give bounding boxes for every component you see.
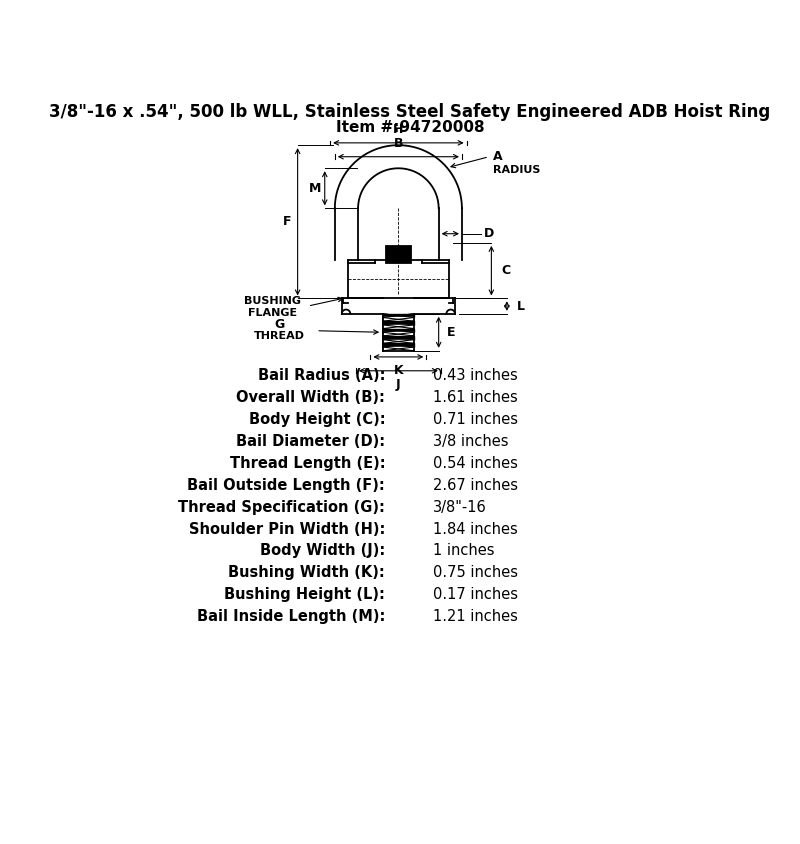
Text: THREAD: THREAD (254, 331, 306, 341)
Text: Body Width (J):: Body Width (J): (260, 544, 386, 559)
Text: Bushing Height (L):: Bushing Height (L): (224, 587, 386, 603)
Text: Item #:94720008: Item #:94720008 (336, 120, 484, 135)
Text: 3/8"-16: 3/8"-16 (434, 500, 487, 515)
Polygon shape (383, 339, 414, 344)
Text: Bail Inside Length (M):: Bail Inside Length (M): (197, 609, 386, 625)
Text: BUSHING: BUSHING (244, 295, 302, 306)
Text: 0.75 inches: 0.75 inches (434, 565, 518, 581)
Text: 1.61 inches: 1.61 inches (434, 390, 518, 405)
Text: A: A (493, 150, 502, 163)
Polygon shape (383, 347, 414, 351)
Text: 3/8"-16 x .54", 500 lb WLL, Stainless Steel Safety Engineered ADB Hoist Ring: 3/8"-16 x .54", 500 lb WLL, Stainless St… (50, 103, 770, 121)
Text: 0.17 inches: 0.17 inches (434, 587, 518, 603)
Text: 0.54 inches: 0.54 inches (434, 456, 518, 471)
Text: Overall Width (B):: Overall Width (B): (236, 390, 386, 405)
Text: Bushing Width (K):: Bushing Width (K): (229, 565, 386, 581)
Text: Bail Diameter (D):: Bail Diameter (D): (236, 434, 386, 449)
Text: J: J (396, 378, 401, 391)
Text: 1.84 inches: 1.84 inches (434, 522, 518, 537)
Polygon shape (383, 322, 414, 325)
Text: Bail Radius (A):: Bail Radius (A): (258, 368, 386, 383)
Text: C: C (502, 264, 510, 277)
Text: L: L (517, 300, 525, 312)
Text: Thread Length (E):: Thread Length (E): (230, 456, 386, 471)
Text: 0.43 inches: 0.43 inches (434, 368, 518, 383)
Text: 1.21 inches: 1.21 inches (434, 609, 518, 625)
Text: RADIUS: RADIUS (493, 165, 540, 175)
Text: K: K (394, 364, 403, 377)
Text: 3/8 inches: 3/8 inches (434, 434, 509, 449)
Text: H: H (393, 123, 403, 136)
Text: G: G (274, 318, 285, 331)
Polygon shape (383, 325, 414, 328)
Polygon shape (383, 328, 414, 333)
Polygon shape (383, 314, 414, 317)
Text: B: B (394, 137, 403, 149)
Text: 2.67 inches: 2.67 inches (434, 478, 518, 493)
Text: FLANGE: FLANGE (248, 308, 298, 318)
Text: 0.71 inches: 0.71 inches (434, 412, 518, 427)
Text: Thread Specification (G):: Thread Specification (G): (178, 500, 386, 515)
Text: M: M (309, 181, 321, 195)
Text: 1 inches: 1 inches (434, 544, 494, 559)
Text: Body Height (C):: Body Height (C): (249, 412, 386, 427)
Text: Shoulder Pin Width (H):: Shoulder Pin Width (H): (189, 522, 386, 537)
Bar (386, 246, 410, 263)
Polygon shape (383, 317, 414, 322)
Polygon shape (383, 344, 414, 347)
Polygon shape (383, 333, 414, 336)
Text: Bail Outside Length (F):: Bail Outside Length (F): (187, 478, 386, 493)
Text: F: F (283, 215, 292, 228)
Text: E: E (446, 326, 455, 338)
Polygon shape (383, 336, 414, 339)
Text: D: D (484, 227, 494, 241)
